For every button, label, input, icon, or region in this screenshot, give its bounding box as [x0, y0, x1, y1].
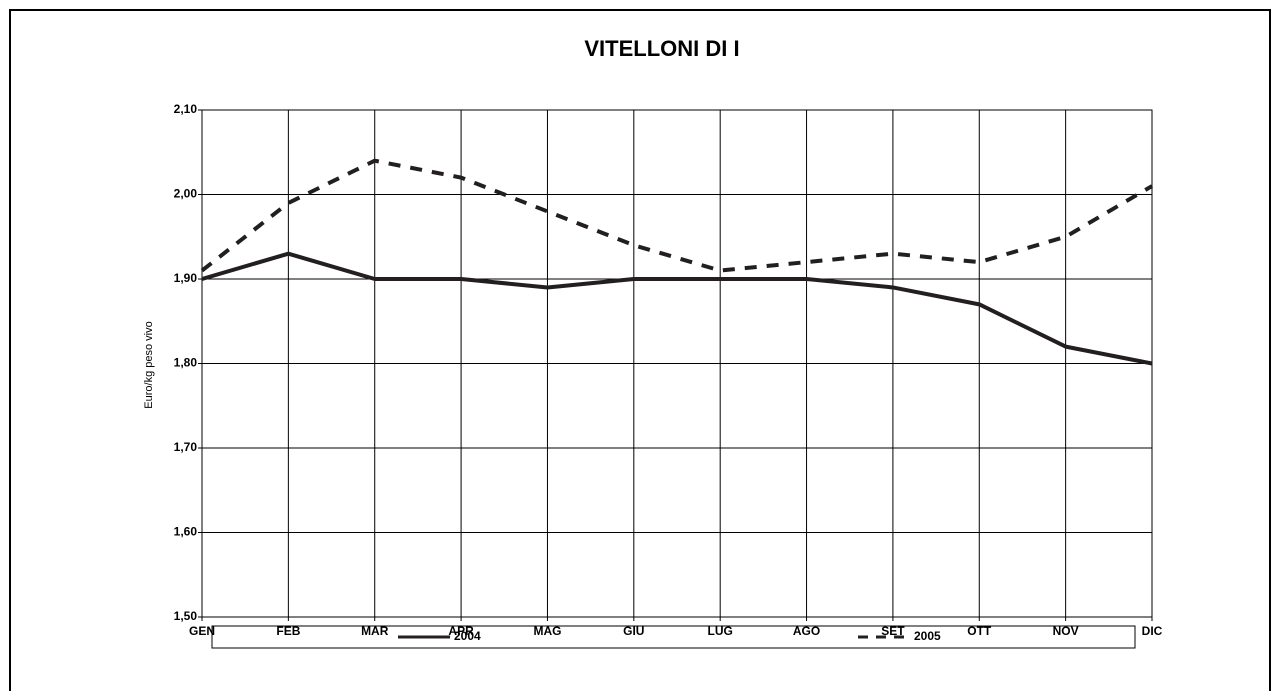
legend-label: 2004 [454, 629, 481, 643]
y-tick-label: 1,80 [174, 356, 198, 370]
x-tick-label: MAG [533, 624, 561, 638]
y-tick-label: 1,70 [174, 440, 198, 454]
legend-label: 2005 [914, 629, 941, 643]
y-tick-label: 1,60 [174, 525, 198, 539]
series-line [200, 158, 1154, 273]
x-tick-label: MAR [361, 624, 389, 638]
x-tick-label: NOV [1053, 624, 1079, 638]
series-line [201, 251, 1153, 366]
x-tick-label: LUG [708, 624, 733, 638]
x-tick-label: FEB [276, 624, 300, 638]
legend-box [211, 625, 1136, 649]
x-tick-label: AGO [793, 624, 820, 638]
x-tick-label: OTT [967, 624, 992, 638]
y-tick-label: 1,50 [174, 609, 198, 623]
x-tick-label: SET [881, 624, 905, 638]
y-axis-label: Euro/kg peso vivo [143, 321, 155, 408]
y-tick-label: 2,10 [174, 102, 198, 116]
x-tick-label: GIU [623, 624, 644, 638]
y-tick-label: 2,00 [174, 187, 198, 201]
x-tick-label: GEN [189, 624, 215, 638]
chart-title: VITELLONI DI I [584, 36, 739, 61]
x-tick-label: APR [448, 624, 474, 638]
x-tick-label: DIC [1142, 624, 1163, 638]
y-tick-label: 1,90 [174, 271, 198, 285]
chart-frame [9, 9, 1271, 691]
